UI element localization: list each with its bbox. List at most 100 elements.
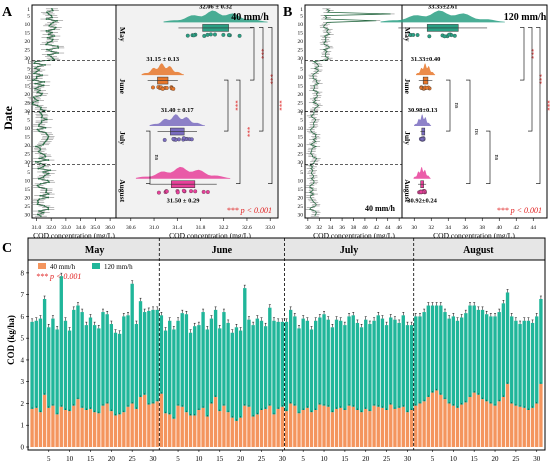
bar-40 [117, 414, 122, 447]
x-tick-label: 34 [328, 225, 334, 231]
bar-40 [389, 404, 393, 447]
bar-120 [117, 333, 122, 415]
data-point [47, 137, 49, 139]
day-tick: 10 [25, 126, 31, 132]
bar-40 [414, 405, 418, 447]
day-tick: 30 [25, 56, 31, 62]
panel-b-dist-xlabel: COD concentration (mg/L) [433, 231, 515, 240]
bar-40 [480, 399, 485, 447]
data-point [32, 96, 35, 99]
panel-b-dist-xticks: 30 32 34 36 38 40 42 44 [412, 218, 536, 231]
data-point [47, 193, 50, 195]
data-point [33, 72, 35, 75]
bar-40 [138, 396, 143, 447]
bar-40 [505, 383, 510, 447]
stat-label: 33.35±2.61 [428, 3, 458, 10]
x-tick-label: 5 [431, 455, 435, 463]
obs-point [156, 190, 161, 195]
stat-label: 32.06 ± 0.32 [199, 3, 232, 10]
bar-120 [67, 330, 72, 412]
day-tick: 15 [298, 31, 304, 37]
bar-40 [459, 404, 464, 447]
bar-40 [359, 412, 364, 447]
day-tick: 10 [298, 75, 304, 81]
bar-40 [497, 401, 501, 447]
x-tick-label: 35.0 [91, 225, 101, 231]
bar-40 [97, 413, 101, 447]
bar-40 [188, 415, 193, 447]
y-tick-label: 1 [21, 422, 25, 430]
data-point [46, 41, 49, 44]
day-tick: 25 [25, 151, 31, 157]
bar-120 [38, 318, 43, 413]
x-tick-label: 36 [463, 225, 469, 231]
day-tick: 5 [27, 66, 30, 72]
bar-120 [418, 316, 422, 404]
data-point [36, 203, 39, 206]
bar-120 [505, 292, 510, 384]
x-tick-label: 15 [341, 455, 349, 463]
bar-120 [255, 318, 259, 415]
y-tick-label: 3 [21, 378, 25, 386]
bar-120 [134, 324, 139, 409]
data-point [40, 116, 43, 119]
bar-120 [397, 322, 401, 408]
bar-40 [197, 410, 201, 447]
panel-c-bars [30, 238, 543, 450]
bar-120 [284, 321, 289, 412]
bar-120 [401, 315, 405, 407]
bar-120 [297, 328, 301, 414]
bar-120 [218, 328, 222, 412]
day-tick: 25 [298, 151, 304, 157]
data-point [36, 184, 39, 187]
day-tick: 30 [298, 160, 304, 166]
data-point [49, 23, 52, 26]
data-point [39, 108, 42, 111]
panel-a-dist-xlabel: COD concentration (mg/L) [169, 231, 251, 240]
bar-40 [101, 405, 105, 447]
panel-a-distribution: May June July August 32.06 ± 0.32 31.15 ± 0.1… [118, 3, 283, 204]
panel-b-time-xticks: 30 32 34 36 38 40 42 44 46 [305, 218, 402, 231]
data-point [46, 48, 48, 51]
x-tick-label: 31.0 [149, 225, 159, 231]
data-point [37, 65, 39, 68]
data-point [56, 45, 59, 48]
panel-c-month-labels: May June July August [85, 245, 494, 256]
obs-point [419, 190, 424, 194]
x-tick-label: 31.8 [196, 225, 206, 231]
bar-40 [268, 405, 272, 447]
bar-40 [55, 414, 59, 447]
sig-bracket [268, 27, 273, 185]
bar-40 [309, 412, 314, 447]
obs-point [189, 189, 193, 194]
day-tick: 1 [300, 163, 303, 169]
bar-120 [430, 305, 435, 393]
obs-point [447, 32, 452, 37]
bar-40 [113, 415, 118, 447]
data-point [47, 33, 50, 36]
day-tick: 5 [300, 117, 303, 123]
data-point [43, 109, 46, 112]
bar-120 [288, 309, 293, 404]
data-point [37, 177, 40, 180]
x-tick-label: 31.0 [32, 225, 42, 231]
obs-point [212, 32, 217, 37]
bar-120 [459, 317, 464, 405]
bar-120 [372, 320, 376, 406]
x-tick-label: 32 [317, 225, 323, 231]
bar-40 [280, 406, 285, 447]
data-point [39, 162, 42, 165]
data-point [44, 131, 47, 134]
x-tick-label: 5 [47, 455, 51, 463]
x-tick-label: 5 [176, 455, 180, 463]
data-point [33, 62, 36, 65]
data-point [32, 101, 35, 104]
bar-40 [343, 410, 347, 447]
data-point [53, 28, 56, 31]
bar-120 [443, 312, 447, 400]
bar-120 [263, 326, 268, 409]
sig-bracket [446, 79, 451, 132]
bar-120 [447, 318, 451, 404]
data-point [47, 208, 50, 211]
panel-c-ylabel: COD (kg/ha) [6, 315, 16, 365]
